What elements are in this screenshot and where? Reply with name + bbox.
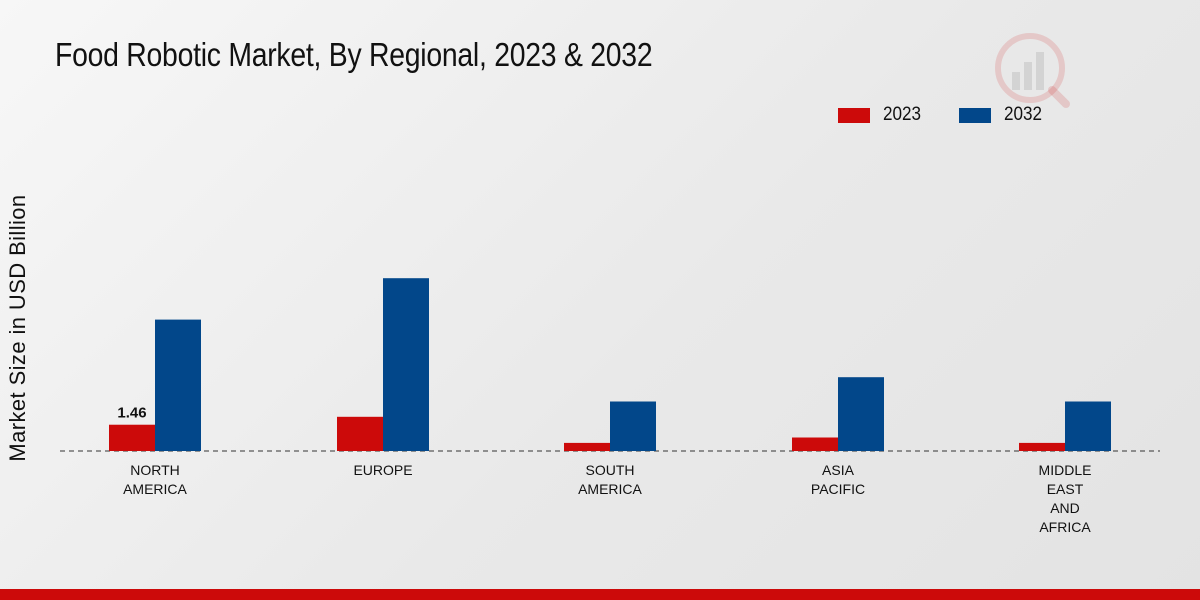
bar-2032-1 — [383, 278, 429, 451]
legend-label-2023: 2023 — [883, 104, 922, 125]
legend-swatch-2032 — [959, 107, 992, 123]
bar-2023-1 — [337, 416, 383, 451]
legend-item-2032: 2032 — [959, 104, 1046, 126]
x-tick-label-3: ASIA PACIFIC — [811, 462, 865, 497]
chart-title: Food Robotic Market, By Regional, 2023 &… — [55, 36, 653, 73]
x-tick-label-1: EUROPE — [353, 462, 412, 478]
bar-2023-2 — [564, 442, 610, 451]
bar-2032-3 — [838, 377, 884, 451]
legend-item-2023: 2023 — [838, 104, 925, 126]
x-tick-label-4: MIDDLE EAST AND AFRICA — [1039, 462, 1092, 535]
watermark-logo-icon — [995, 33, 1070, 108]
legend-swatch-2023 — [838, 107, 870, 123]
bar-2032-2 — [610, 401, 656, 451]
x-tick-label-0: NORTH AMERICA — [123, 462, 187, 497]
bar-2023-3 — [792, 437, 838, 451]
x-tick-label-2: SOUTH AMERICA — [578, 462, 642, 497]
bar-2023-4 — [1019, 442, 1065, 451]
bottom-accent-bar — [0, 589, 1200, 600]
legend: 2023 2032 — [838, 104, 1081, 126]
bar-2023-0 — [109, 424, 155, 451]
data-label-0: 1.46 — [117, 405, 146, 422]
bar-2032-4 — [1065, 401, 1111, 451]
legend-label-2032: 2032 — [1004, 104, 1043, 125]
bar-2032-0 — [155, 319, 201, 451]
